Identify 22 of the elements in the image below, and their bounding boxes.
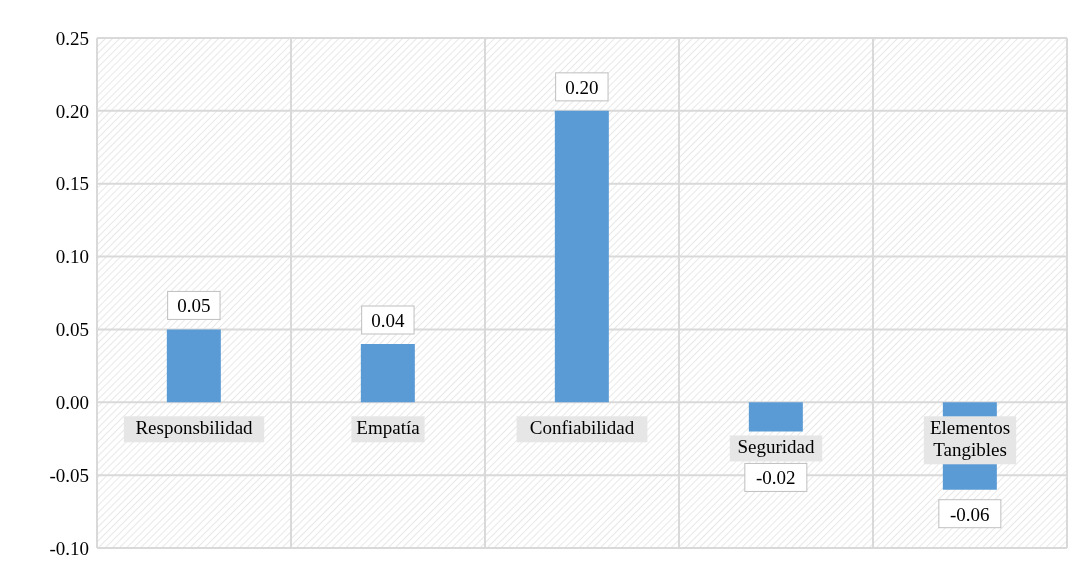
x-tick-label: Confiabilidad <box>529 417 635 439</box>
bar <box>748 402 803 432</box>
y-tick-label: -0.10 <box>49 537 89 559</box>
y-tick-label: 0.20 <box>55 100 89 122</box>
bar <box>360 344 415 403</box>
x-tick-label: Empatía <box>356 417 421 439</box>
y-tick-label: 0.00 <box>55 392 89 414</box>
y-tick-label: -0.05 <box>49 464 89 486</box>
x-tick-label: Elementos Tangibles <box>929 417 1011 461</box>
y-tick-label: 0.15 <box>55 173 89 195</box>
data-label: 0.04 <box>371 310 405 331</box>
y-tick-label: 0.10 <box>55 246 89 268</box>
y-tick-label: 0.05 <box>55 319 89 341</box>
data-label: 0.05 <box>177 295 211 317</box>
bar <box>554 110 609 403</box>
data-label: -0.06 <box>950 503 990 525</box>
x-tick-label: Seguridad <box>737 436 816 458</box>
data-label: 0.20 <box>565 76 599 98</box>
y-tick-label: 0.25 <box>55 27 89 49</box>
data-label: -0.02 <box>756 467 796 489</box>
bar <box>166 329 221 403</box>
x-tick-label: Responsbilidad <box>135 417 254 439</box>
